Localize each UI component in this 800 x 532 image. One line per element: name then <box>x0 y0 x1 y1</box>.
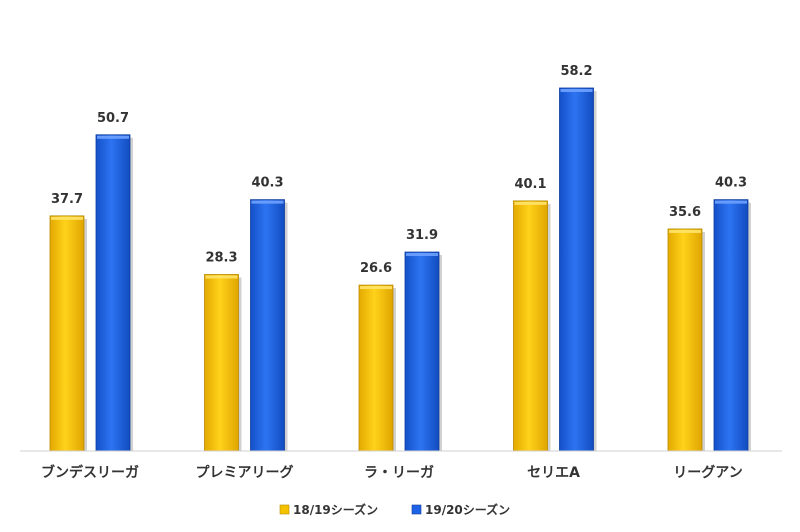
legend-item-1: 19/20シーズン <box>411 502 510 517</box>
bar-19-20-2 <box>404 251 442 452</box>
bar-18-19-1 <box>204 274 242 452</box>
bars-group <box>49 87 751 452</box>
bar-19-20-3 <box>559 87 597 452</box>
bar-18-19-3 <box>513 200 551 452</box>
category-label: セリエA <box>527 465 580 481</box>
value-label: 50.7 <box>97 111 129 126</box>
bar-18-19-2 <box>358 284 396 452</box>
legend-item-0: 18/19シーズン <box>279 502 378 517</box>
bar-18-19-4 <box>667 228 705 452</box>
bar-19-20-4 <box>713 199 751 452</box>
value-label: 58.2 <box>560 64 592 79</box>
value-label: 40.3 <box>251 176 283 191</box>
value-label: 37.7 <box>51 192 83 207</box>
value-label: 26.6 <box>360 261 392 276</box>
legend: 18/19シーズン 19/20シーズン <box>279 502 510 517</box>
category-label: プレミアリーグ <box>196 464 294 481</box>
legend-swatch <box>411 504 422 515</box>
bar-19-20-0 <box>95 134 133 452</box>
legend-label: 19/20シーズン <box>425 502 510 517</box>
value-labels-group: 37.7 50.7 28.3 40.3 26.6 31.9 40.1 58.2 35.6 40.3 <box>51 64 747 276</box>
bar-18-19-0 <box>49 215 87 452</box>
value-label: 31.9 <box>406 228 438 243</box>
category-label: ブンデスリーガ <box>41 464 139 481</box>
legend-label: 18/19シーズン <box>293 502 378 517</box>
category-label: リーグアン <box>673 464 742 481</box>
value-label: 35.6 <box>669 205 701 220</box>
category-labels-group: ブンデスリーガ プレミアリーグ ラ・リーガ セリエA リーグアン <box>41 464 743 481</box>
value-label: 40.1 <box>514 177 546 192</box>
value-label: 40.3 <box>715 176 747 191</box>
value-label: 28.3 <box>205 250 237 265</box>
bar-19-20-1 <box>250 199 288 452</box>
legend-swatch <box>279 504 290 515</box>
category-label: ラ・リーガ <box>364 465 434 481</box>
